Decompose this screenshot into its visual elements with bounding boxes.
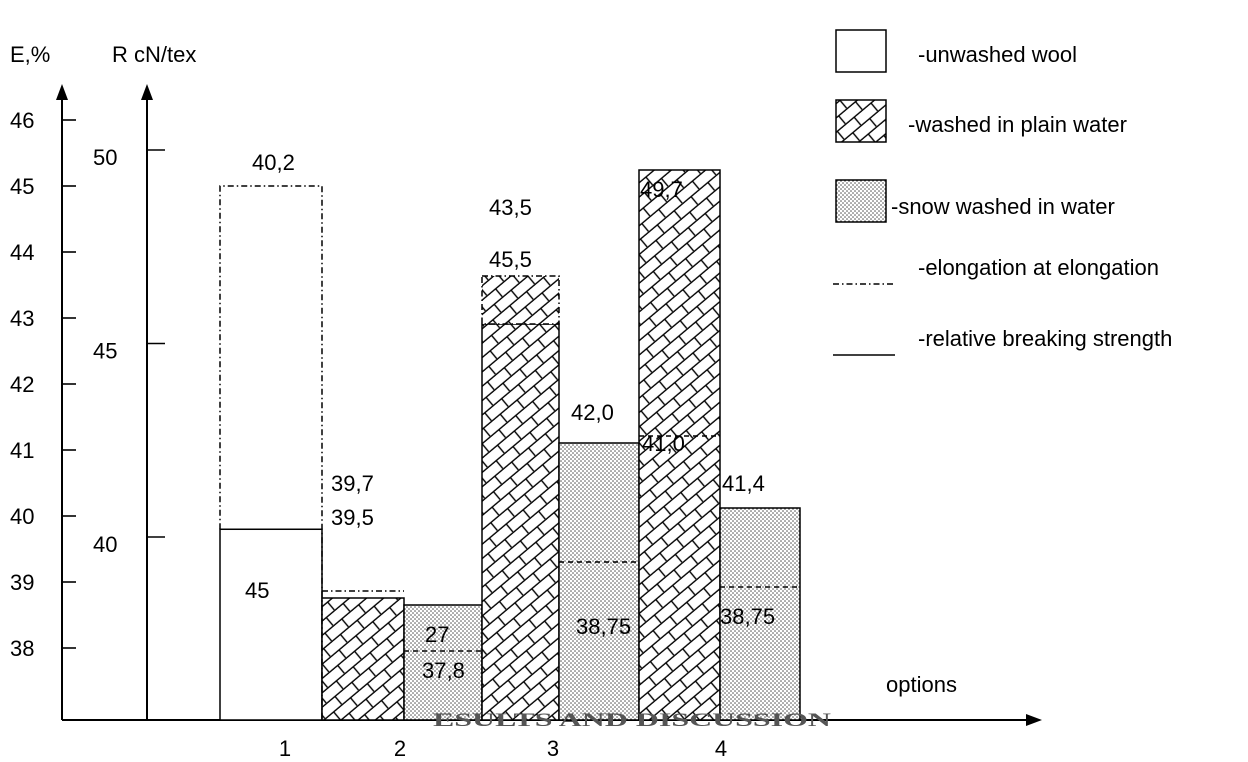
bar	[558, 442, 640, 721]
value-lines	[219, 185, 800, 720]
legend-label: -elongation at elongation	[918, 255, 1159, 280]
r-axis-tick-label: 50	[93, 145, 117, 170]
bars	[219, 169, 801, 721]
r-axis-arrow	[141, 84, 153, 100]
e-axis-tick-label: 42	[10, 372, 34, 397]
value-label: 42,0	[571, 400, 614, 425]
e-axis-tick-label: 39	[10, 570, 34, 595]
e-axis-tick-label: 44	[10, 240, 34, 265]
bar	[219, 528, 323, 721]
elongation-outline	[219, 185, 323, 720]
e-axis-tick-label: 41	[10, 438, 34, 463]
value-label: 43,5	[489, 195, 532, 220]
e-axis-tick-label: 40	[10, 504, 34, 529]
legend-swatch	[835, 29, 887, 73]
value-label: 40,2	[252, 150, 295, 175]
overlay-text: ESULTS AND DISCUSSION	[433, 710, 831, 731]
legend-swatch	[835, 179, 887, 223]
r-axis-ticks: 50 45 40	[93, 145, 165, 557]
bar	[321, 597, 405, 721]
x-axis-title: options	[886, 672, 957, 697]
bar	[481, 323, 560, 721]
e-axis-tick-label: 43	[10, 306, 34, 331]
value-labels: 45 40,2 39,7 39,5 27 37,8 43,5 45,5 42,0 38,75 49,…	[245, 150, 775, 683]
legend-label: -snow washed in water	[891, 194, 1115, 219]
bar	[719, 507, 801, 721]
r-axis-tick-label: 40	[93, 532, 117, 557]
legend-label: -unwashed wool	[918, 42, 1077, 67]
elongation-extension	[481, 275, 560, 325]
value-label: 39,7	[331, 471, 374, 496]
x-axis-ticks: 1 2 3 4	[279, 736, 727, 761]
legend: -unwashed wool -washed in plain water -sno…	[833, 29, 1172, 356]
category-label: 2	[394, 736, 406, 761]
r-axis-tick-label: 45	[93, 339, 117, 364]
value-label: 38,75	[720, 604, 775, 629]
bar	[403, 604, 483, 721]
value-label: 38,75	[576, 614, 631, 639]
r-axis-title: R cN/tex	[112, 42, 196, 67]
e-axis-tick-label: 46	[10, 108, 34, 133]
e-axis-arrow	[56, 84, 68, 100]
category-label: 4	[715, 736, 727, 761]
value-label: 41,0	[642, 431, 685, 456]
e-axis-title: E,%	[10, 42, 50, 67]
value-label: 37,8	[422, 658, 465, 683]
legend-label: -relative breaking strength	[918, 326, 1172, 351]
category-label: 3	[547, 736, 559, 761]
legend-label: -washed in plain water	[908, 112, 1127, 137]
bar	[638, 169, 721, 721]
x-axis-arrow	[1026, 714, 1042, 726]
value-label: 45	[245, 578, 269, 603]
value-label: 41,4	[722, 471, 765, 496]
e-axis-tick-label: 38	[10, 636, 34, 661]
value-label: 27	[425, 622, 449, 647]
value-label: 45,5	[489, 247, 532, 272]
category-label: 1	[279, 736, 291, 761]
e-axis-tick-label: 45	[10, 174, 34, 199]
value-label: 49,7	[640, 177, 683, 202]
e-axis-ticks: 46 45 44 43 42 41 40 39 38	[10, 108, 76, 661]
legend-swatch	[835, 99, 887, 143]
value-label: 39,5	[331, 505, 374, 530]
